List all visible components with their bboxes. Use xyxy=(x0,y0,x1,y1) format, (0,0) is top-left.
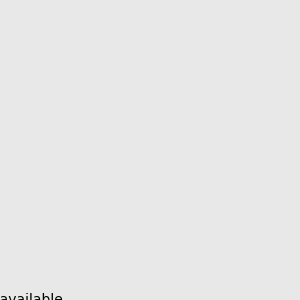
Text: RDKit unavailable: RDKit unavailable xyxy=(0,292,62,300)
